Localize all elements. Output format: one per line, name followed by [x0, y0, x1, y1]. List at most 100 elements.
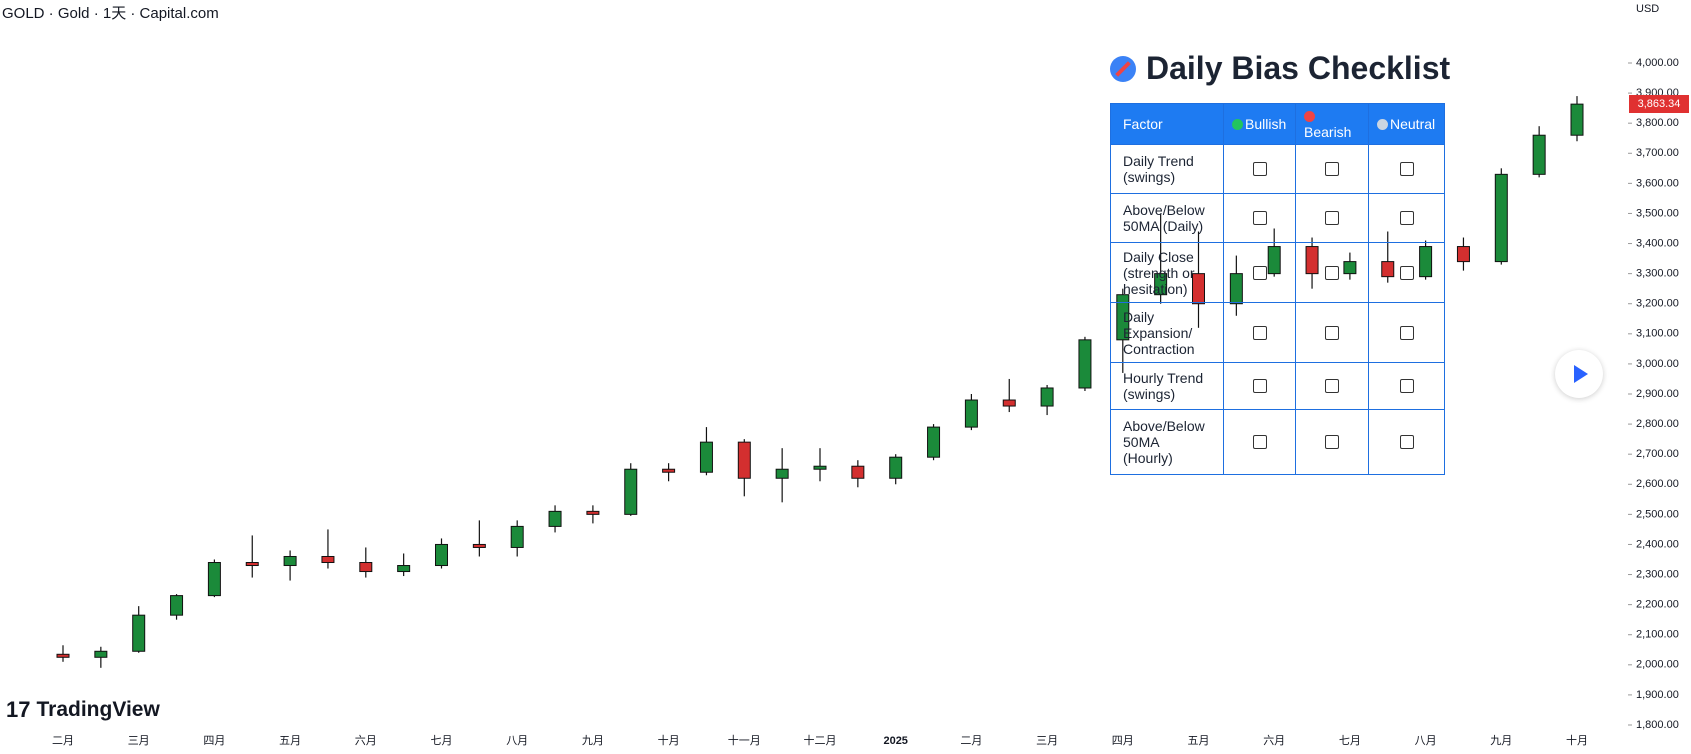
y-tick-label: 3,200.00 [1636, 298, 1679, 310]
candle-body [510, 525, 524, 548]
factor-cell: Above/Below 50MA (Daily) [1110, 193, 1224, 243]
x-tick-label: 二月 [960, 735, 982, 747]
candle-body [1002, 399, 1016, 407]
x-tick-label: 三月 [1036, 735, 1058, 747]
factor-cell: Daily Close (strength or hesitation) [1110, 242, 1224, 303]
symbol-header: GOLD · Gold · 1天 · Capital.com [2, 5, 219, 22]
check-cell [1223, 302, 1296, 363]
checkbox[interactable] [1325, 162, 1339, 176]
checkbox[interactable] [1399, 162, 1414, 176]
candle-body [927, 426, 941, 458]
candle-body [56, 653, 70, 658]
checkbox[interactable] [1399, 211, 1414, 225]
checkbox[interactable] [1399, 379, 1414, 393]
x-tick-label: 十二月 [804, 733, 837, 747]
candle-body [94, 650, 108, 658]
x-tick-label: 八月 [506, 735, 528, 747]
checkbox[interactable] [1252, 325, 1267, 340]
check-cell [1295, 193, 1369, 243]
checkbox[interactable] [1399, 435, 1414, 449]
candle-body [1456, 246, 1470, 263]
x-tick-label: 十一月 [728, 733, 761, 747]
candle-body [813, 465, 827, 470]
checkbox[interactable] [1399, 325, 1414, 340]
y-tick-label: 3,400.00 [1636, 237, 1679, 249]
brand-logo: 17 [6, 697, 31, 722]
candle-body [1532, 134, 1546, 175]
brand: 17 TradingView [6, 697, 160, 723]
column-header: Bullish [1223, 103, 1296, 145]
checkbox[interactable] [1252, 435, 1267, 449]
y-tick-label: 1,900.00 [1636, 689, 1679, 701]
y-tick-label: 3,800.00 [1636, 117, 1679, 129]
checklist-row: Hourly Trend (swings) [1110, 362, 1445, 410]
y-tick-label: 2,600.00 [1636, 478, 1679, 490]
candle-body [586, 510, 600, 515]
y-tick-label: 2,500.00 [1636, 508, 1679, 520]
y-tick-label: 3,600.00 [1636, 177, 1679, 189]
column-label: Factor [1123, 116, 1163, 132]
y-tick-label: 2,700.00 [1636, 448, 1679, 460]
y-tick-label: 3,700.00 [1636, 147, 1679, 159]
checkbox[interactable] [1325, 211, 1339, 225]
y-tick-label: 3,500.00 [1636, 207, 1679, 219]
x-tick-label: 九月 [582, 734, 604, 747]
candle-body [775, 468, 789, 479]
candle-body [624, 468, 638, 515]
y-tick-label: 3,100.00 [1636, 328, 1679, 340]
check-cell [1223, 409, 1296, 475]
checkbox[interactable] [1252, 162, 1267, 176]
checkbox[interactable] [1252, 211, 1267, 225]
column-header: Factor [1110, 103, 1224, 145]
check-cell [1295, 144, 1369, 194]
factor-cell: Daily Expansion/ Contraction [1110, 302, 1224, 363]
x-tick-label: 九月 [1490, 734, 1512, 747]
check-cell [1223, 193, 1296, 243]
factor-cell: Hourly Trend (swings) [1110, 362, 1224, 410]
checkbox[interactable] [1325, 379, 1339, 393]
check-cell [1223, 144, 1296, 194]
check-cell [1223, 362, 1296, 410]
x-tick-label: 七月 [431, 734, 453, 747]
column-label: Bullish [1245, 116, 1287, 132]
y-tick-label: 3,300.00 [1636, 268, 1679, 280]
y-tick-label: 2,200.00 [1636, 599, 1679, 611]
candle-body [1494, 173, 1508, 263]
candle-body [283, 555, 297, 567]
check-cell [1295, 242, 1369, 303]
x-tick-label: 四月 [1112, 735, 1134, 747]
check-cell [1368, 302, 1445, 363]
check-cell [1368, 193, 1445, 243]
candle-body [1040, 387, 1054, 407]
checkbox[interactable] [1325, 435, 1339, 449]
x-tick-label: 十月 [1566, 733, 1588, 747]
candle-body [964, 399, 978, 428]
column-header: Neutral [1368, 103, 1445, 145]
compass-icon [1110, 55, 1136, 82]
check-cell [1368, 409, 1445, 475]
y-tick-label: 2,000.00 [1636, 659, 1679, 671]
checkbox[interactable] [1252, 265, 1267, 280]
check-cell [1295, 362, 1369, 410]
y-tick-label: 2,800.00 [1636, 418, 1679, 430]
checklist-row: Daily Close (strength or hesitation) [1110, 242, 1445, 303]
checkbox[interactable] [1325, 325, 1339, 340]
x-tick-label: 七月 [1339, 734, 1361, 747]
x-tick-label: 五月 [1188, 735, 1210, 747]
column-label: Bearish [1304, 124, 1352, 140]
checkbox[interactable] [1325, 265, 1339, 280]
play-button[interactable] [1555, 350, 1603, 398]
candle-body [889, 456, 903, 479]
candle-body [207, 562, 221, 597]
candle-body [737, 441, 751, 479]
x-tick-label: 2025 [883, 735, 907, 747]
y-tick-label: 1,800.00 [1636, 719, 1679, 731]
x-tick-label: 八月 [1415, 735, 1437, 747]
checkbox[interactable] [1252, 379, 1267, 393]
y-tick-label: 4,000.00 [1636, 57, 1679, 69]
checkbox[interactable] [1399, 265, 1414, 280]
checklist-title: Daily Bias Checklist [1110, 50, 1450, 87]
x-tick-label: 二月 [52, 735, 74, 747]
header-row: Factor Bullish Bearish Neutral [1110, 103, 1445, 145]
brand-name: TradingView [36, 698, 160, 721]
